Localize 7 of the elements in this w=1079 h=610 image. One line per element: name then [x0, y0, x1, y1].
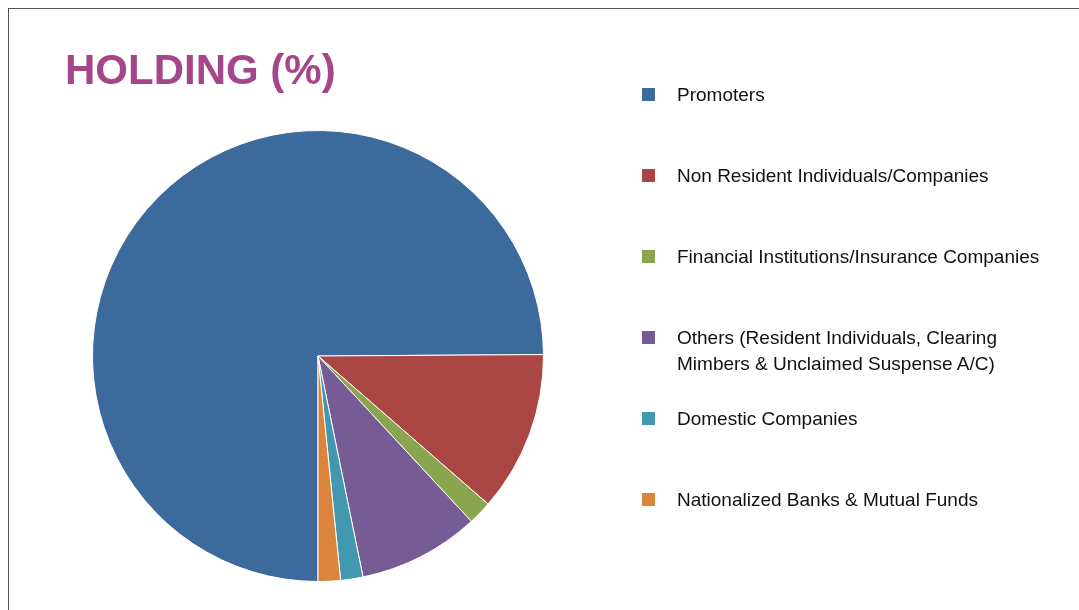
legend-label: Non Resident Individuals/Companies — [677, 164, 989, 188]
legend-label: Nationalized Banks & Mutual Funds — [677, 488, 978, 512]
legend-label: Financial Institutions/Insurance Companies — [677, 245, 1040, 269]
chart-title: HOLDING (%) — [65, 46, 336, 94]
legend-label: Promoters — [677, 83, 765, 107]
legend-label: Domestic Companies — [677, 407, 858, 431]
legend-label: Others (Resident Individuals, Clearing Mimbers & Unclaimed Suspense A/C) — [677, 326, 998, 376]
